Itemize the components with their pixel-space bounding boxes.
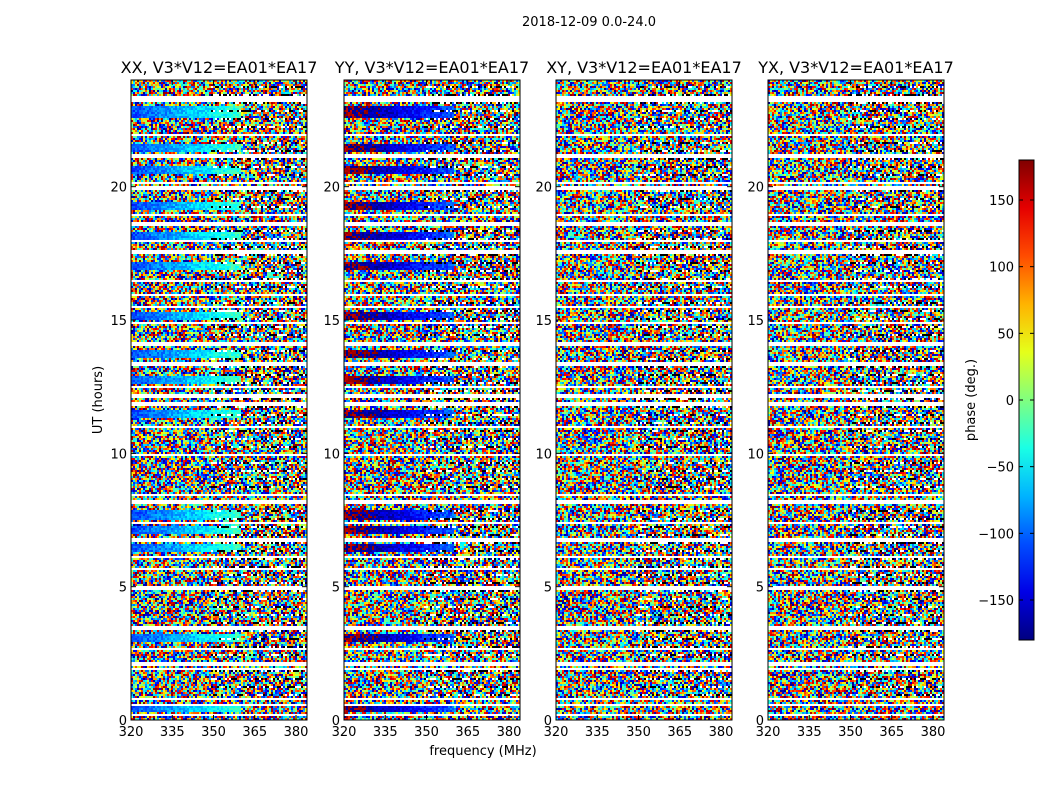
y-tick-label: 15 [110,314,127,329]
panel-yy: YY, V3*V12=EA01*EA17 320 335 350 365 380 0 5 10 1… [323,58,529,740]
y-tick-label: 20 [535,181,552,196]
y-tick-label: 10 [323,447,340,462]
x-tick-label: 350 [838,725,863,740]
y-tick-label: 5 [756,581,764,596]
panel-title-yy: YY, V3*V12=EA01*EA17 [334,58,529,77]
y-tick-label: 10 [747,447,764,462]
x-tick-label: 365 [455,725,480,740]
y-tick-label: 15 [323,314,340,329]
y-tick-label: 10 [535,447,552,462]
y-tick-label: 0 [332,714,340,729]
x-tick-label: 350 [414,725,439,740]
colorbar-tick-label: 100 [989,261,1014,276]
panels-group: XX, V3*V12=EA01*EA17 320 335 350 365 380 0 5 10 1… [110,58,953,740]
x-tick-label: 335 [160,725,185,740]
y-tick-label: 5 [332,581,340,596]
panel-xy: XY, V3*V12=EA01*EA17 320 335 350 365 380 0 5 10 1… [535,58,741,740]
y-tick-label: 0 [119,714,127,729]
x-tick-label: 365 [242,725,267,740]
y-tick-label: 15 [747,314,764,329]
y-tick-label: 20 [110,181,127,196]
panel-title-xy: XY, V3*V12=EA01*EA17 [546,58,742,77]
y-tick-label: 0 [756,714,764,729]
x-tick-label: 320 [119,725,144,740]
figure-suptitle: 2018-12-09 0.0-24.0 [522,15,656,30]
y-tick-label: 0 [544,714,552,729]
x-tick-label: 335 [373,725,398,740]
colorbar-label: phase (deg.) [964,359,979,441]
colorbar-tick-label: 150 [989,194,1014,209]
x-tick-label: 365 [667,725,692,740]
x-tick-label: 350 [201,725,226,740]
x-tick-label: 335 [585,725,610,740]
y-tick-label: 10 [110,447,127,462]
panel-frame [130,79,308,721]
colorbar-tick-label: −100 [978,527,1014,542]
x-tick-label: 365 [879,725,904,740]
y-tick-label: 5 [544,581,552,596]
x-tick-label: 320 [756,725,781,740]
waterfall-image-yx [768,80,944,720]
waterfall-image-yy [344,80,520,720]
y-axis-label: UT (hours) [91,366,106,434]
x-tick-label: 380 [284,725,309,740]
x-tick-label: 320 [544,725,569,740]
y-tick-label: 15 [535,314,552,329]
colorbar: 150 100 50 0 −50 −100 −150 [978,159,1035,641]
panel-frame [343,79,521,721]
x-tick-label: 350 [626,725,651,740]
panel-frame [767,79,945,721]
waterfall-image-xx [131,80,307,720]
colorbar-tick-label: 0 [1006,394,1014,409]
y-tick-label: 5 [119,581,127,596]
y-tick-label: 20 [747,181,764,196]
panel-title-xx: XX, V3*V12=EA01*EA17 [121,58,318,77]
x-axis-label: frequency (MHz) [429,744,536,759]
x-tick-label: 320 [332,725,357,740]
y-tick-label: 20 [323,181,340,196]
panel-frame [555,79,733,721]
x-tick-label: 380 [497,725,522,740]
x-tick-label: 380 [709,725,734,740]
waterfall-image-xy [556,80,732,720]
panel-yx: YX, V3*V12=EA01*EA17 320 335 350 365 380 0 5 10 1… [747,58,953,740]
colorbar-tick-label: 50 [997,327,1014,342]
panel-title-yx: YX, V3*V12=EA01*EA17 [757,58,954,77]
panel-xx: XX, V3*V12=EA01*EA17 320 335 350 365 380 0 5 10 1… [110,58,317,740]
x-tick-label: 335 [797,725,822,740]
colorbar-tick-label: −50 [987,461,1014,476]
x-tick-label: 380 [921,725,946,740]
colorbar-tick-label: −150 [978,594,1014,609]
